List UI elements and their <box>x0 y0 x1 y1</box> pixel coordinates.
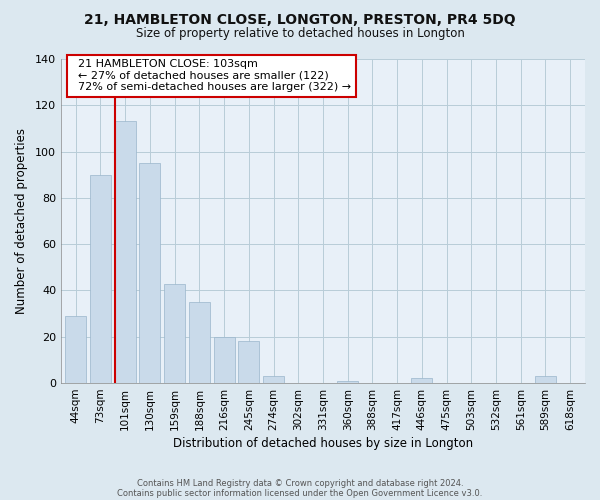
Bar <box>65 316 86 383</box>
Text: Contains public sector information licensed under the Open Government Licence v3: Contains public sector information licen… <box>118 488 482 498</box>
Bar <box>337 381 358 383</box>
Bar <box>115 122 136 383</box>
Bar <box>139 163 160 383</box>
Text: 21, HAMBLETON CLOSE, LONGTON, PRESTON, PR4 5DQ: 21, HAMBLETON CLOSE, LONGTON, PRESTON, P… <box>84 12 516 26</box>
Bar <box>238 342 259 383</box>
Bar <box>412 378 433 383</box>
Text: 21 HAMBLETON CLOSE: 103sqm
  ← 27% of detached houses are smaller (122)
  72% of: 21 HAMBLETON CLOSE: 103sqm ← 27% of deta… <box>71 59 352 92</box>
Bar <box>263 376 284 383</box>
Text: Contains HM Land Registry data © Crown copyright and database right 2024.: Contains HM Land Registry data © Crown c… <box>137 478 463 488</box>
Bar <box>164 284 185 383</box>
Bar <box>90 174 111 383</box>
Y-axis label: Number of detached properties: Number of detached properties <box>15 128 28 314</box>
Text: Size of property relative to detached houses in Longton: Size of property relative to detached ho… <box>136 28 464 40</box>
X-axis label: Distribution of detached houses by size in Longton: Distribution of detached houses by size … <box>173 437 473 450</box>
Bar <box>535 376 556 383</box>
Bar <box>189 302 210 383</box>
Bar <box>214 337 235 383</box>
